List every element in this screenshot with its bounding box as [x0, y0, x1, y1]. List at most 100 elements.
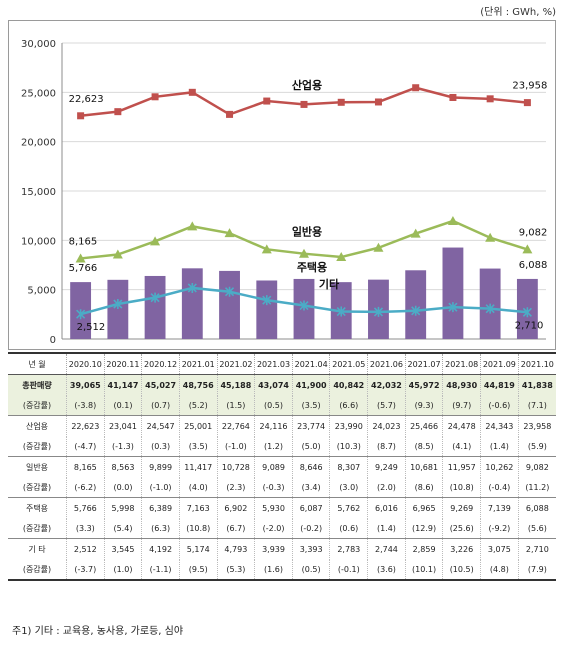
table-cell-value: 8,307	[329, 456, 368, 478]
bar-residential	[219, 270, 240, 339]
table-header-label: 년 월	[8, 352, 67, 375]
table-cell-growth: (10.3)	[329, 437, 368, 457]
bar-residential	[144, 275, 166, 339]
data-label-industrial-end: 23,958	[512, 81, 547, 92]
point-industrial	[337, 98, 345, 106]
table-cell-value: 42,032	[367, 374, 406, 396]
table-cell-growth: (1.6)	[254, 560, 293, 581]
point-other	[448, 302, 458, 313]
data-label-residential-start: 5,766	[69, 263, 98, 274]
table-cell-growth: (7.1)	[517, 396, 556, 416]
table-cell-value: 6,965	[404, 497, 443, 519]
table-cell-growth: (10.5)	[442, 560, 481, 581]
bar-residential	[442, 247, 464, 339]
y-tick-label: 10,000	[21, 236, 56, 247]
table-cell-growth: (4.8)	[480, 560, 519, 581]
table-cell-growth: (3.5)	[291, 396, 330, 416]
point-other	[113, 299, 123, 310]
table-cell-value: 7,139	[480, 497, 519, 519]
y-tick-label: 0	[50, 335, 56, 346]
table-cell-growth: (1.0)	[103, 560, 142, 581]
table-row: 총판매량 39,065 41,147 45,027 48,756 45,188 43,074…	[8, 374, 556, 396]
table-cell-growth: (-1.0)	[141, 478, 180, 498]
table-cell-growth: (-3.7)	[66, 560, 105, 581]
point-general	[261, 244, 272, 254]
table-cell-growth: (4.1)	[442, 437, 481, 457]
table-header-period: 2021.08	[442, 352, 481, 375]
bar-residential	[405, 270, 427, 339]
point-other	[187, 282, 197, 293]
table-cell-value: 5,998	[103, 497, 142, 519]
data-label-other-start: 2,512	[77, 322, 106, 333]
point-general	[373, 242, 384, 252]
table-cell-value: 8,646	[291, 456, 330, 478]
table-cell-value: 2,783	[329, 538, 368, 560]
data-label-general-start: 8,165	[69, 236, 98, 247]
table-cell-growth: (1.4)	[480, 437, 519, 457]
table-row-growth: (증감률) (3.3) (5.4) (6.3) (10.8) (6.7) (-2.0) (-0…	[8, 519, 556, 539]
table-cell-growth: (-6.2)	[66, 478, 105, 498]
point-industrial	[77, 112, 85, 120]
table-cell-value: 43,074	[254, 374, 293, 396]
table-cell-value: 45,972	[404, 374, 443, 396]
table-cell-growth: (-4.7)	[66, 437, 105, 457]
table-cell-value: 9,899	[141, 456, 180, 478]
table-header-period: 2021.01	[178, 352, 218, 375]
table-cell-value: 7,163	[178, 497, 218, 519]
table-cell-growth: (0.1)	[103, 396, 142, 416]
table-cell-growth: (6.6)	[329, 396, 368, 416]
table-cell-value: 24,343	[480, 415, 519, 437]
table-cell-growth: (10.1)	[404, 560, 443, 581]
table-cell-value: 45,027	[141, 374, 180, 396]
table-cell-growth: (12.9)	[404, 519, 443, 539]
table-cell-value: 11,417	[178, 456, 218, 478]
table-cell-value: 4,793	[216, 538, 255, 560]
table-cell-growth: (-0.1)	[329, 560, 368, 581]
point-other	[336, 306, 346, 317]
point-industrial	[188, 88, 196, 96]
table-cell-value: 2,744	[367, 538, 406, 560]
growth-label: (증감률)	[8, 437, 67, 457]
point-other	[485, 303, 495, 314]
table-cell-value: 39,065	[66, 374, 105, 396]
table-cell-value: 4,192	[141, 538, 180, 560]
table-cell-growth: (4.0)	[178, 478, 218, 498]
point-other	[76, 309, 86, 320]
table-cell-value: 24,116	[254, 415, 293, 437]
point-general	[410, 228, 421, 238]
table-cell-growth: (1.2)	[254, 437, 293, 457]
point-industrial	[226, 110, 234, 118]
table-cell-growth: (0.5)	[291, 560, 330, 581]
table-cell-value: 5,174	[178, 538, 218, 560]
point-other	[150, 292, 160, 303]
table-cell-value: 9,089	[254, 456, 293, 478]
table-header-row: 년 월 2020.10 2020.11 2020.12 2021.01 2021.02 20…	[8, 352, 556, 375]
table-cell-growth: (3.6)	[367, 560, 406, 581]
table-cell-growth: (10.8)	[442, 478, 481, 498]
table-cell-growth: (-9.2)	[480, 519, 519, 539]
table-cell-value: 10,728	[216, 456, 255, 478]
table-cell-value: 41,838	[517, 374, 556, 396]
table-cell-value: 3,545	[103, 538, 142, 560]
table-cell-value: 6,016	[367, 497, 406, 519]
point-industrial	[114, 108, 122, 116]
table-cell-growth: (1.5)	[216, 396, 255, 416]
table-cell-value: 22,623	[66, 415, 105, 437]
table-cell-value: 9,249	[367, 456, 406, 478]
table-cell-growth: (-0.4)	[480, 478, 519, 498]
point-other	[411, 305, 421, 316]
unit-note: (단위 : GWh, %)	[480, 7, 556, 18]
table-cell-growth: (6.3)	[141, 519, 180, 539]
table-cell-value: 10,681	[404, 456, 443, 478]
table-row: 기 타 2,512 3,545 4,192 5,174 4,793 3,939 3,393 2,…	[8, 538, 556, 560]
table-cell-value: 3,939	[254, 538, 293, 560]
y-tick-label: 5,000	[27, 286, 56, 297]
table-row: 일반용 8,165 8,563 9,899 11,417 10,728 9,089 8,646…	[8, 456, 556, 478]
series-label-other: 기타	[319, 277, 340, 291]
table-header-period: 2021.07	[404, 352, 443, 375]
series-label-residential: 주택용	[297, 260, 327, 274]
table-cell-value: 2,512	[66, 538, 105, 560]
table-cell-growth: (9.5)	[178, 560, 218, 581]
table-cell-growth: (10.8)	[178, 519, 218, 539]
table-cell-growth: (1.4)	[367, 519, 406, 539]
